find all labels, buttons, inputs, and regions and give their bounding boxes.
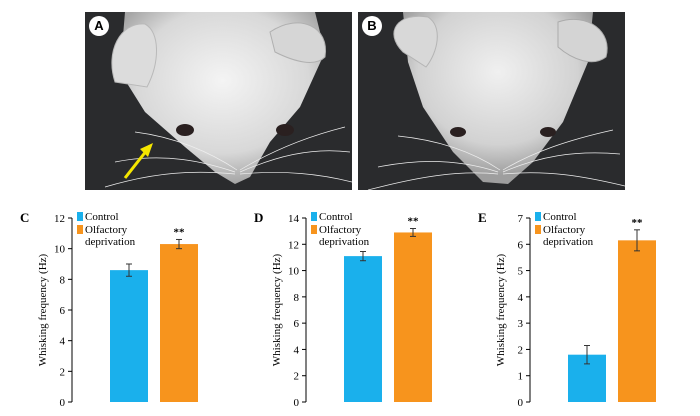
- panel-label-b: B: [362, 16, 382, 36]
- whiskers: [104, 126, 352, 188]
- mouse-eye-right: [540, 127, 556, 137]
- y-axis-label: Whisking frequency (Hz): [271, 253, 283, 366]
- mouse-eye-right: [276, 124, 294, 136]
- mouse-body: [120, 12, 325, 184]
- y-tick-label: 0: [518, 397, 524, 409]
- legend-swatch-control: [311, 212, 317, 221]
- bar-olfactory-deprivation: [618, 240, 656, 402]
- y-tick-label: 7: [518, 213, 524, 225]
- significance-marker: **: [632, 217, 644, 229]
- legend-label-deprivation: deprivation: [543, 236, 594, 248]
- chart-panel-c: 0 2 4 6 8 10 12 Whisking frequency (Hz) C ** Contr…: [20, 210, 242, 416]
- y-tick-label: 10: [288, 266, 300, 278]
- legend-label-deprivation: deprivation: [85, 236, 136, 248]
- y-tick-label: 2: [294, 371, 300, 383]
- y-axis-label: Whisking frequency (Hz): [37, 253, 49, 366]
- significance-marker: **: [174, 226, 186, 238]
- legend-swatch-olfactory-deprivation: [535, 225, 541, 234]
- chart-panel-e: 0 1 2 3 4 5 6 7 Whisking frequency (Hz) E ** Contro…: [478, 210, 700, 416]
- legend-swatch-olfactory-deprivation: [311, 225, 317, 234]
- mouse-photo-a: [104, 12, 352, 188]
- panel-letter: E: [478, 210, 487, 225]
- y-tick-label: 8: [294, 292, 300, 304]
- bar-olfactory-deprivation: [160, 244, 198, 402]
- legend-label-olfactory: Olfactory: [85, 224, 128, 236]
- arrow-head: [140, 143, 153, 157]
- legend-swatch-olfactory-deprivation: [77, 225, 83, 234]
- mouse-ear-left: [111, 23, 157, 88]
- legend-label-olfactory: Olfactory: [319, 224, 362, 236]
- y-tick-label: 12: [288, 239, 299, 251]
- mouse-body: [403, 12, 593, 184]
- bar-chart-e: 0 1 2 3 4 5 6 7 Whisking frequency (Hz) E ** Contro…: [478, 210, 656, 409]
- bar-chart-d: 0 2 4 6 8 10 12 14 Whisking frequency (Hz) D ** Con…: [254, 210, 432, 409]
- arrow-indicator: [123, 149, 149, 179]
- y-tick-label: 0: [60, 397, 66, 409]
- legend-label-control: Control: [543, 211, 577, 223]
- legend-label-deprivation: deprivation: [319, 236, 370, 248]
- whiskers: [367, 129, 625, 190]
- y-tick-label: 6: [518, 239, 524, 251]
- y-tick-label: 6: [60, 305, 66, 317]
- significance-marker: **: [408, 216, 420, 228]
- y-tick-label: 14: [288, 213, 300, 225]
- y-tick-label: 10: [54, 244, 66, 256]
- bar-olfactory-deprivation: [394, 232, 432, 402]
- y-tick-label: 1: [518, 371, 524, 383]
- bar-control: [344, 256, 382, 402]
- panel-letter: C: [20, 210, 29, 225]
- chart-panel-d: 0 2 4 6 8 10 12 14 Whisking frequency (Hz) D ** Con…: [254, 210, 476, 416]
- legend-label-control: Control: [85, 211, 119, 223]
- y-tick-label: 8: [60, 274, 66, 286]
- photo-panel-a: A: [85, 12, 352, 190]
- panel-label-a: A: [89, 16, 109, 36]
- legend-label-olfactory: Olfactory: [543, 224, 586, 236]
- mouse-ear-right: [557, 18, 608, 63]
- y-axis-label: Whisking frequency (Hz): [495, 253, 507, 366]
- legend-label-control: Control: [319, 211, 353, 223]
- y-tick-label: 6: [294, 318, 300, 330]
- panel-letter: D: [254, 210, 263, 225]
- photo-panel-b: B: [358, 12, 625, 190]
- y-tick-label: 2: [60, 366, 66, 378]
- y-tick-label: 3: [518, 318, 524, 330]
- y-tick-label: 4: [518, 292, 524, 304]
- y-tick-label: 5: [518, 266, 524, 278]
- y-tick-label: 0: [294, 397, 300, 409]
- legend-swatch-control: [77, 212, 83, 221]
- y-tick-label: 4: [60, 336, 66, 348]
- mouse-eye-left: [176, 124, 194, 136]
- mouse-photo-b: [367, 12, 625, 190]
- y-tick-label: 12: [54, 213, 65, 225]
- mouse-eye-left: [450, 127, 466, 137]
- bar-chart-c: 0 2 4 6 8 10 12 Whisking frequency (Hz) C ** Contr…: [20, 210, 198, 409]
- bar-control: [110, 270, 148, 402]
- y-tick-label: 4: [294, 344, 300, 356]
- y-tick-label: 2: [518, 344, 524, 356]
- legend-swatch-control: [535, 212, 541, 221]
- mouse-ear-right: [269, 22, 327, 63]
- mouse-ear-left: [393, 15, 438, 68]
